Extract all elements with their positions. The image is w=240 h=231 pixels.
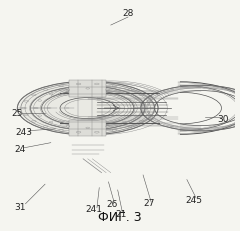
Text: 26: 26 [106,199,118,208]
Text: 243: 243 [16,127,33,136]
FancyBboxPatch shape [69,120,106,136]
FancyBboxPatch shape [69,81,106,97]
Text: 31: 31 [14,202,25,211]
Ellipse shape [20,83,156,134]
Text: 28: 28 [122,9,134,18]
Text: 241: 241 [85,204,102,213]
Text: ФИГ. 3: ФИГ. 3 [98,210,142,223]
Text: 21: 21 [115,209,127,218]
Text: 25: 25 [12,109,23,118]
Text: 30: 30 [217,115,228,123]
Text: 24: 24 [14,144,25,153]
Text: 245: 245 [185,195,202,204]
Text: 27: 27 [143,198,155,207]
